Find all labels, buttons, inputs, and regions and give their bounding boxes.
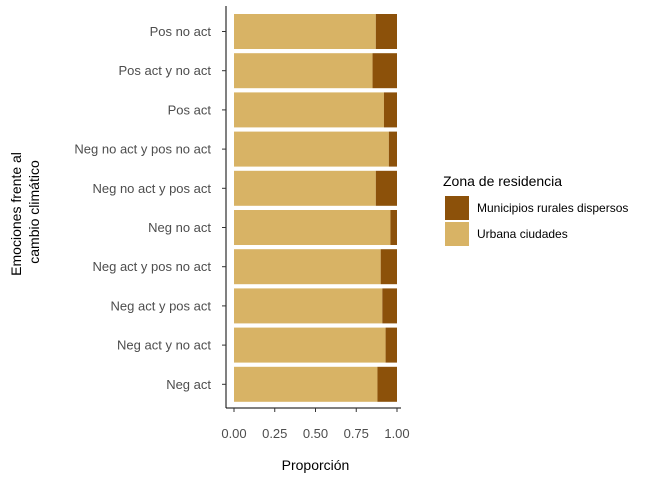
bar-urbana-6: [234, 249, 381, 285]
bar-urbana-4: [234, 170, 376, 206]
y-tick-label: Neg act y pos act: [111, 298, 212, 313]
legend-key: [445, 196, 469, 220]
y-axis-ticks: Pos no act Pos act y no act Pos act Neg no …: [74, 24, 226, 392]
bar-urbana-7: [234, 288, 383, 324]
bar-rural-7: [382, 288, 397, 324]
y-tick-label: Neg act y pos no act: [92, 259, 211, 274]
legend: Zona de residencia Municipios rurales di…: [443, 173, 628, 246]
y-tick-label: Neg act y no act: [117, 338, 211, 353]
y-tick-label: Pos act: [168, 102, 212, 117]
y-tick-label: Pos no act: [150, 24, 212, 39]
bar-rural-6: [380, 249, 397, 285]
legend-key: [445, 222, 469, 246]
y-tick-label: Pos act y no act: [119, 63, 212, 78]
x-tick-label: 0.50: [303, 426, 328, 441]
y-axis-title-line-1: Emociones frente al: [8, 152, 24, 276]
x-axis-title: Proporción: [282, 457, 350, 473]
x-tick-label: 0.75: [344, 426, 369, 441]
bar-urbana-8: [234, 327, 386, 363]
bar-rural-9: [377, 366, 397, 402]
bars-layer: [234, 14, 397, 402]
legend-label: Urbana ciudades: [477, 227, 568, 241]
y-axis-title-line-2: cambio climático: [26, 160, 42, 264]
legend-label: Municipios rurales dispersos: [477, 201, 628, 215]
bar-rural-4: [375, 170, 397, 206]
y-tick-label: Neg no act y pos no act: [74, 142, 211, 157]
bar-urbana-3: [234, 131, 389, 167]
x-axis-ticks: 0.00 0.25 0.50 0.75 1.00: [221, 408, 410, 441]
bar-rural-8: [385, 327, 397, 363]
bar-urbana-9: [234, 366, 378, 402]
legend-title: Zona de residencia: [443, 173, 562, 189]
bar-rural-5: [390, 210, 397, 245]
bar-rural-0: [375, 14, 397, 49]
x-tick-label: 0.25: [262, 426, 287, 441]
bar-rural-1: [372, 53, 397, 89]
bar-urbana-5: [234, 210, 391, 245]
bar-urbana-2: [234, 92, 384, 128]
y-axis-title: Emociones frente al cambio climático: [8, 148, 42, 276]
x-tick-label: 0.00: [221, 426, 246, 441]
bar-rural-2: [383, 92, 397, 128]
x-tick-label: 1.00: [384, 426, 409, 441]
bar-urbana-1: [234, 53, 373, 89]
y-tick-label: Neg no act: [148, 220, 211, 235]
y-tick-label: Neg act: [166, 377, 211, 392]
y-tick-label: Neg no act y pos act: [92, 181, 211, 196]
bar-urbana-0: [234, 14, 376, 49]
bar-rural-3: [388, 131, 397, 167]
